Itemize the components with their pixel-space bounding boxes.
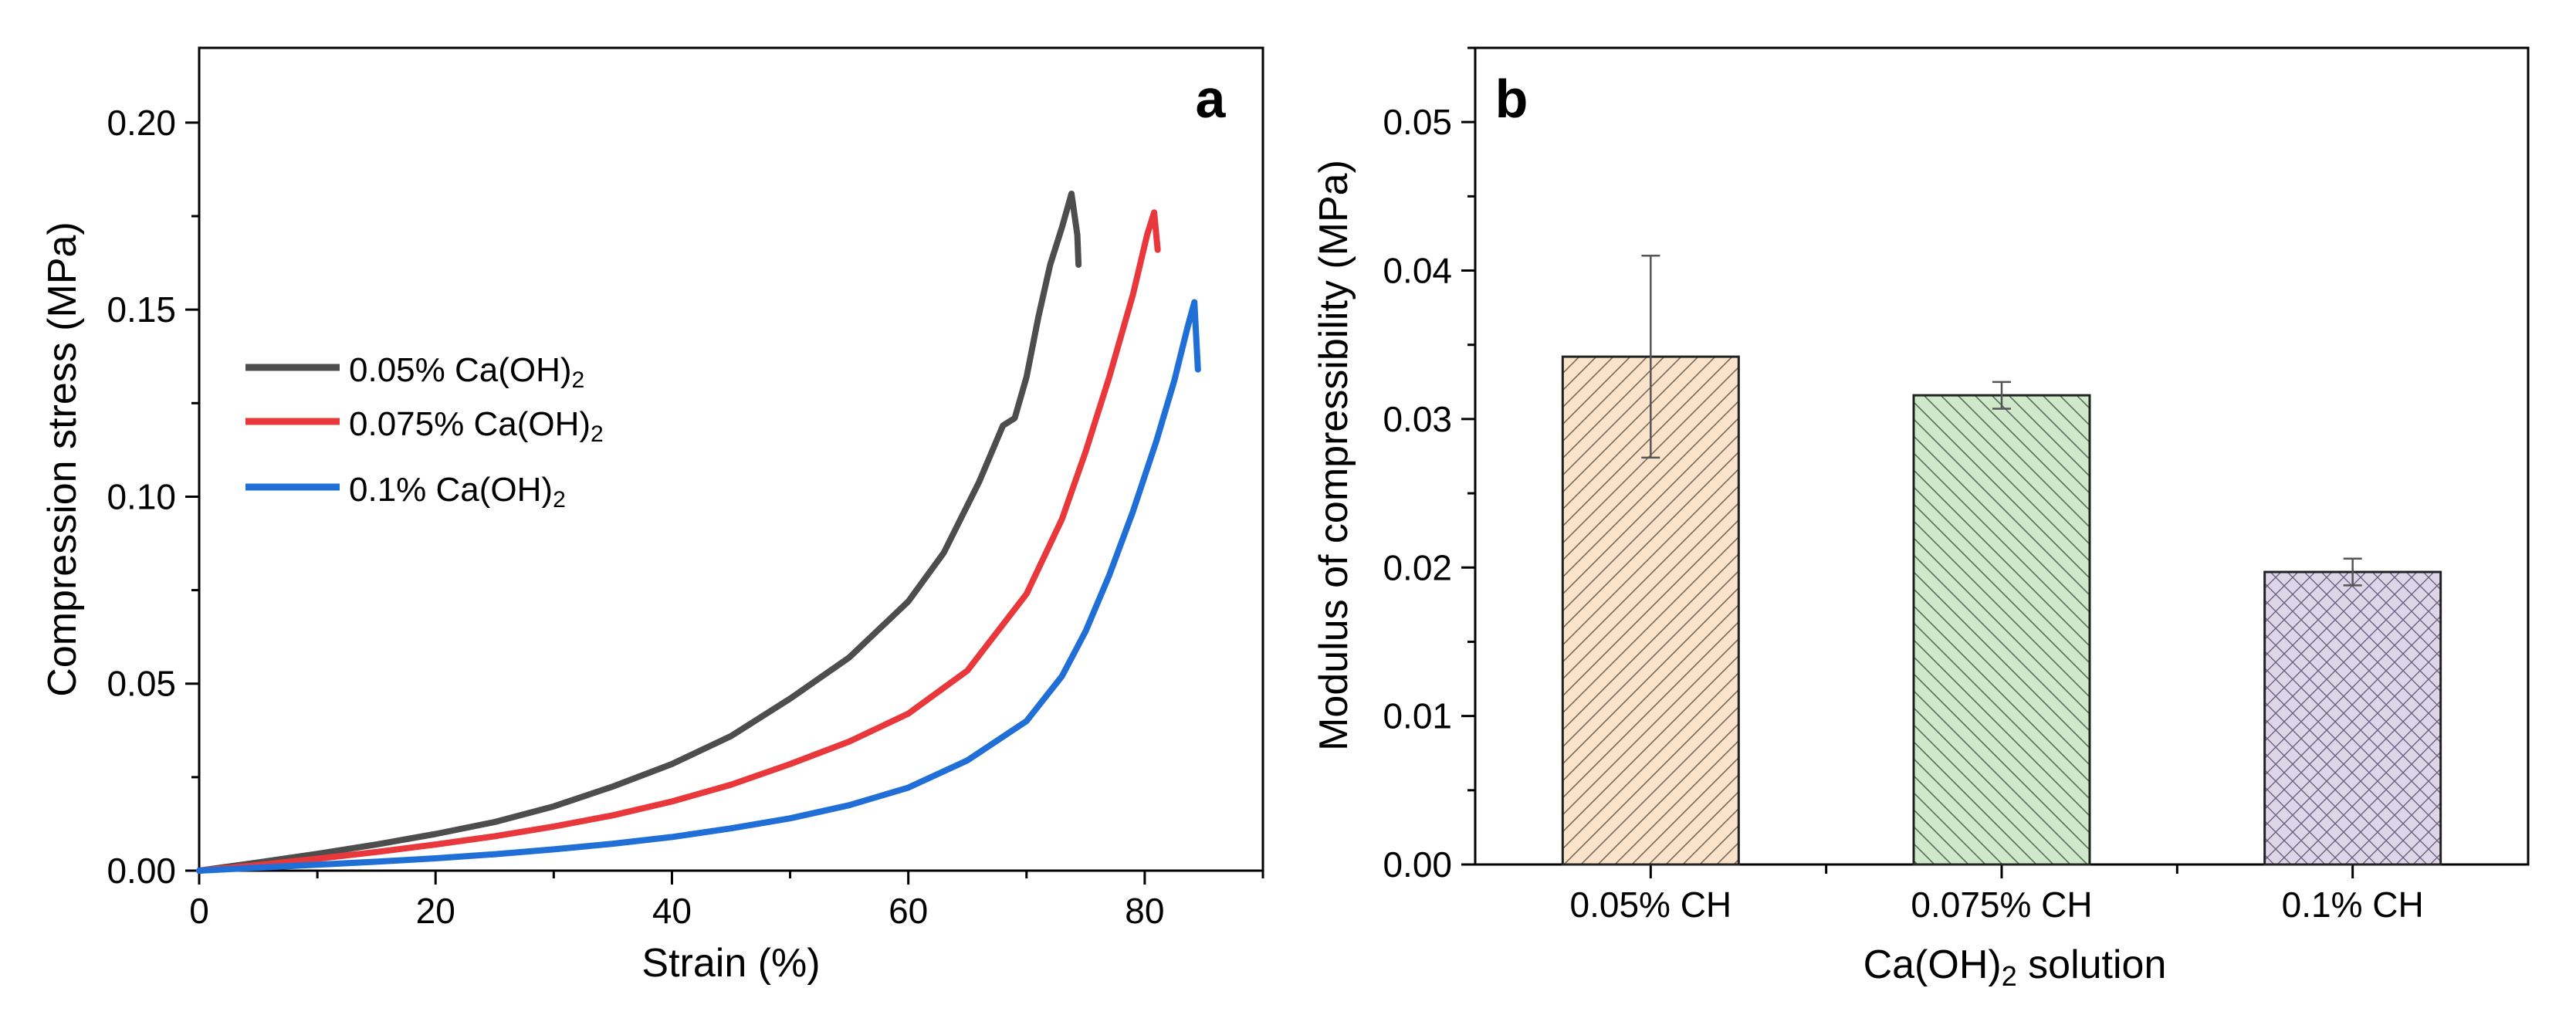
panel-b-label: b [1495, 69, 1528, 129]
legend-label-0-05-sub: 2 [572, 367, 585, 393]
x-tick-label: 0 [189, 891, 209, 931]
series-line-1 [196, 209, 1161, 874]
y-tick-label: 0.00 [107, 851, 176, 891]
y-tick-label: 0.00 [1383, 844, 1452, 885]
legend-label-0-075-main: 0.075% Ca(OH) [349, 405, 591, 443]
bar-2 [2263, 570, 2442, 866]
y-tick-label: 0.10 [107, 476, 176, 516]
panel-b-xlabel-sub: 2 [2002, 960, 2017, 992]
bar-1 [1912, 394, 2091, 866]
x-tick-label: 80 [1125, 891, 1164, 931]
y-tick-label: 0.02 [1383, 547, 1452, 587]
panel-a-xlabel: Strain (%) [641, 941, 820, 986]
y-tick-label: 0.03 [1383, 399, 1452, 439]
legend-label-0-075: 0.075% Ca(OH)2 [349, 405, 604, 447]
legend-label-0-075-sub: 2 [591, 421, 604, 447]
x-tick-label: 0.05% CH [1570, 885, 1732, 925]
x-tick-label: 60 [889, 891, 928, 931]
series-line-2 [196, 299, 1201, 874]
panel-a-series-group [196, 191, 1201, 874]
panel-a-plot-frame [198, 46, 1264, 872]
legend-label-0-05-main: 0.05% Ca(OH) [349, 351, 572, 389]
legend-label-0-1-sub: 2 [553, 487, 566, 513]
panel-b-axis-ticks: 0.00 0.01 0.02 0.03 0.04 0.05 0.05% CH 0.075% C… [1383, 46, 2424, 925]
panel-a-label: a [1196, 69, 1227, 129]
panel-b-xlabel: Ca(OH)2 solution [1863, 942, 2167, 992]
y-tick-label: 0.01 [1383, 696, 1452, 736]
panel-b-xlabel-rest: solution [2017, 942, 2167, 987]
y-tick-label: 0.15 [107, 289, 176, 330]
panel-b-bar-chart: 0.00 0.01 0.02 0.03 0.04 0.05 0.05% CH 0.075% C… [1312, 46, 2530, 992]
panel-a-line-chart: 0 20 40 60 80 0.00 0.05 0.10 0.15 0.20 a Strain (… [40, 46, 1264, 986]
legend-label-0-05: 0.05% Ca(OH)2 [349, 351, 584, 393]
x-tick-label: 0.075% CH [1911, 885, 2092, 925]
x-tick-label: 20 [416, 891, 455, 931]
x-tick-label: 0.1% CH [2282, 885, 2424, 925]
panel-a-axis-ticks: 0 20 40 60 80 0.00 0.05 0.10 0.15 0.20 [107, 103, 1264, 931]
panel-b-xlabel-main: Ca(OH) [1863, 942, 2002, 987]
legend-label-0-1-main: 0.1% Ca(OH) [349, 471, 553, 509]
panel-b-bars-group [1561, 255, 2442, 866]
y-tick-label: 0.05 [107, 664, 176, 704]
series-line-0 [196, 191, 1082, 874]
panel-a-ylabel: Compression stress (MPa) [40, 222, 85, 696]
legend-label-0-1: 0.1% Ca(OH)2 [349, 471, 566, 513]
y-tick-label: 0.05 [1383, 102, 1452, 142]
x-tick-label: 40 [652, 891, 692, 931]
y-tick-label: 0.04 [1383, 251, 1452, 291]
panel-a-legend: 0.05% Ca(OH)2 0.075% Ca(OH)2 0.1% Ca(OH)… [245, 351, 604, 513]
panel-b-ylabel: Modulus of compressibility (MPa) [1312, 160, 1356, 751]
y-tick-label: 0.20 [107, 103, 176, 143]
